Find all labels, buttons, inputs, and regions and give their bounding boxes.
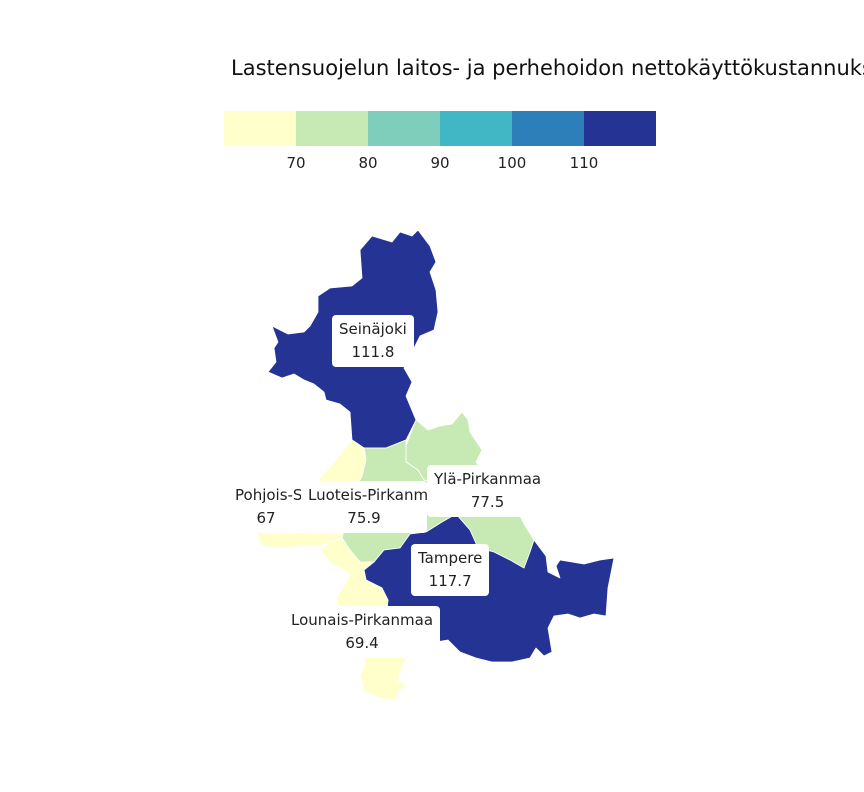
legend-swatch [512, 111, 584, 146]
region-name: Tampere [418, 549, 483, 567]
map-label-seinajoki: Seinäjoki 111.8 [332, 315, 414, 367]
map-label-pohjois-satakunta: Pohjois-S 67 [228, 481, 304, 533]
legend-swatch [296, 111, 368, 146]
legend-swatch [440, 111, 512, 146]
legend-swatch [224, 111, 296, 146]
map-title: Lastensuojelun laitos- ja perhehoidon ne… [231, 56, 864, 80]
legend-swatch [368, 111, 440, 146]
region-name: Seinäjoki [339, 320, 407, 338]
region-value: 117.7 [428, 572, 472, 590]
legend-tick-labels: 70 80 90 100 110 [224, 154, 656, 174]
legend-tick-label: 90 [430, 154, 450, 172]
legend-tick-label: 70 [286, 154, 306, 172]
map-label-tampere: Tampere 117.7 [411, 544, 490, 596]
legend-tick-label: 100 [497, 154, 527, 172]
legend-tick-label: 110 [569, 154, 599, 172]
region-value: 75.9 [347, 509, 381, 527]
map-label-luoteis-pirkanmaa: Luoteis-Pirkanm 75.9 [301, 481, 427, 533]
region-value: 67 [256, 509, 276, 527]
legend-swatch [584, 111, 656, 146]
region-name: Ylä-Pirkanmaa [434, 470, 542, 488]
region-value: 69.4 [345, 634, 379, 652]
region-name: Lounais-Pirkanmaa [291, 611, 434, 629]
region-name: Pohjois-S [235, 486, 303, 504]
map-label-lounais-pirkanmaa: Lounais-Pirkanmaa 69.4 [284, 606, 441, 658]
region-name: Luoteis-Pirkanm [308, 486, 427, 504]
legend-tick-label: 80 [358, 154, 378, 172]
region-value: 77.5 [470, 493, 505, 511]
color-legend [224, 111, 656, 146]
region-value: 111.8 [351, 343, 395, 361]
map-label-yla-pirkanmaa: Ylä-Pirkanmaa 77.5 [427, 465, 549, 517]
